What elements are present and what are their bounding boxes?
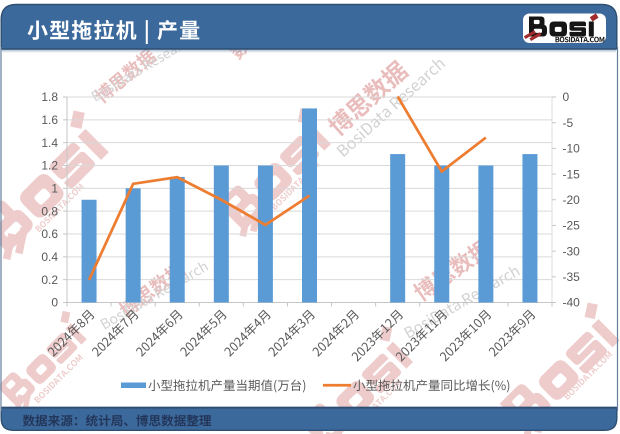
svg-text:0.6: 0.6 bbox=[41, 227, 58, 241]
svg-text:0.2: 0.2 bbox=[41, 273, 58, 287]
svg-text:-30: -30 bbox=[563, 244, 581, 258]
svg-text:0: 0 bbox=[563, 90, 570, 104]
svg-text:-15: -15 bbox=[563, 167, 581, 181]
svg-text:-40: -40 bbox=[563, 296, 581, 310]
svg-text:1.2: 1.2 bbox=[41, 159, 58, 173]
svg-text:-5: -5 bbox=[563, 116, 574, 130]
svg-text:-20: -20 bbox=[563, 193, 581, 207]
svg-text:0.4: 0.4 bbox=[41, 250, 58, 264]
svg-text:1.4: 1.4 bbox=[41, 136, 58, 150]
svg-text:1: 1 bbox=[51, 182, 58, 196]
svg-text:-10: -10 bbox=[563, 142, 581, 156]
svg-text:1.8: 1.8 bbox=[41, 90, 58, 104]
svg-text:0: 0 bbox=[51, 296, 58, 310]
svg-text:1.6: 1.6 bbox=[41, 113, 58, 127]
svg-text:-35: -35 bbox=[563, 270, 581, 284]
svg-text:0.8: 0.8 bbox=[41, 204, 58, 218]
svg-text:-25: -25 bbox=[563, 219, 581, 233]
